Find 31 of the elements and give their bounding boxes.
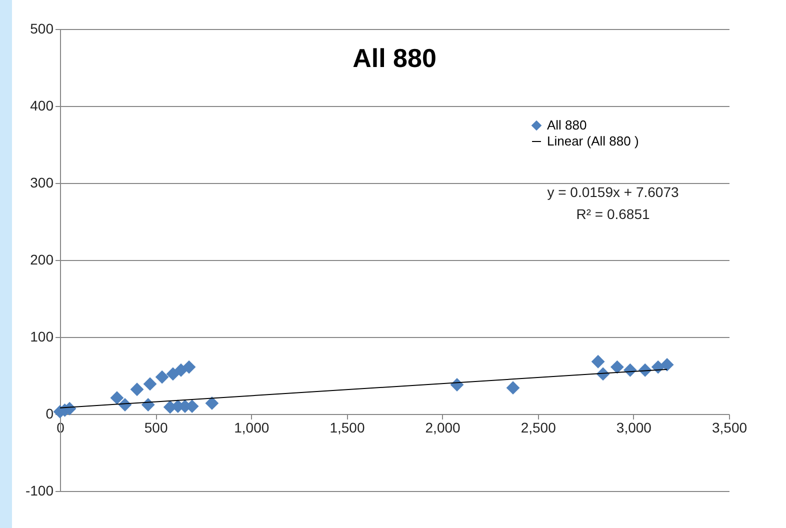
x-tick-label: 2,000 <box>425 420 461 436</box>
point <box>660 358 674 372</box>
y-tick-label: 100 <box>30 328 54 344</box>
x-tick-label: 500 <box>144 420 168 436</box>
annotation: R² = 0.6851 <box>576 206 650 222</box>
y-tick-label: 500 <box>30 20 54 36</box>
x-tick-label: 1,000 <box>234 420 270 436</box>
point <box>155 370 169 384</box>
point <box>205 396 219 410</box>
point <box>110 391 124 405</box>
legend-label: All 880 <box>547 118 587 132</box>
x-tick-label: 3,500 <box>712 420 748 436</box>
point <box>130 382 144 396</box>
point <box>610 360 624 374</box>
point <box>141 398 155 412</box>
annotation: y = 0.0159x + 7.6073 <box>547 184 679 200</box>
x-tick-label: 1,500 <box>330 420 365 436</box>
x-tick-label: 3,000 <box>616 420 652 436</box>
point <box>506 381 520 395</box>
point <box>182 360 196 374</box>
point <box>166 367 180 381</box>
y-tick-label: 300 <box>30 174 54 190</box>
legend-label: Linear (All 880 ) <box>547 134 639 148</box>
point <box>591 354 605 368</box>
y-tick-label: -100 <box>25 482 54 498</box>
y-tick-label: 200 <box>30 252 54 268</box>
point <box>143 377 157 391</box>
text: All 880 <box>352 43 436 73</box>
y-tick-label: 0 <box>46 406 54 422</box>
y-tick-label: 400 <box>30 98 54 114</box>
x-tick-label: 2,500 <box>520 420 556 436</box>
